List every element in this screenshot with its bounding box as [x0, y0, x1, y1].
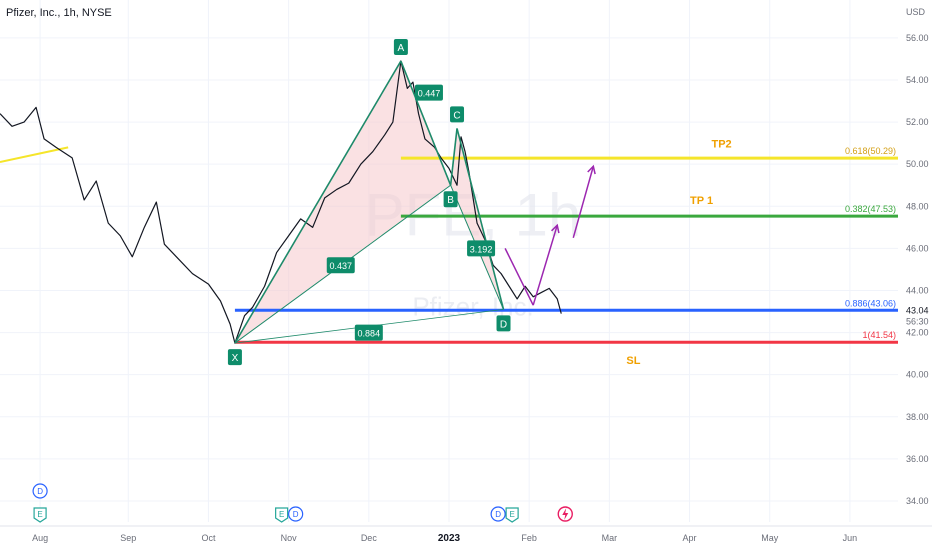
ratio-badge	[354, 324, 383, 341]
dividend-icon[interactable]	[288, 506, 304, 522]
ratio-label: 3.192	[470, 244, 493, 254]
event-letter: E	[37, 510, 42, 519]
pattern-triangle-bcd	[450, 128, 504, 310]
ratio-badge	[414, 84, 443, 101]
current-price-label: 43.04	[906, 306, 929, 316]
event-letter: E	[509, 510, 514, 519]
x-tick-label: Nov	[281, 533, 298, 543]
event-letter: D	[495, 510, 501, 519]
pattern-point-badge[interactable]	[227, 349, 242, 366]
level-label: 0.382(47.53)	[845, 204, 896, 214]
event-letter: D	[37, 487, 43, 496]
level-name: TP2	[712, 138, 732, 150]
x-tick-label: Aug	[32, 533, 48, 543]
x-tick-label: 2023	[438, 533, 461, 544]
pattern-leg-xa[interactable]	[234, 60, 402, 344]
y-tick-label: 48.00	[906, 201, 929, 211]
level-name: SL	[626, 355, 640, 367]
x-tick-label: Feb	[521, 533, 537, 543]
earnings-icon[interactable]	[33, 507, 47, 523]
x-tick-label: Sep	[120, 533, 136, 543]
y-tick-label: 50.00	[906, 159, 929, 169]
pattern-leg-cd[interactable]	[456, 128, 505, 310]
currency-label: USD	[906, 7, 926, 17]
dividend-icon[interactable]	[490, 506, 506, 522]
pattern-point-label: A	[398, 43, 405, 54]
y-tick-label: 38.00	[906, 412, 929, 422]
event-letter: E	[279, 510, 284, 519]
x-tick-label: Mar	[602, 533, 618, 543]
ratio-label: 0.447	[418, 89, 441, 99]
earnings-icon[interactable]	[275, 507, 289, 523]
flash-glyph	[562, 508, 569, 520]
pattern-point-badge[interactable]	[393, 39, 408, 56]
y-tick-label: 42.00	[906, 328, 929, 338]
projection-arrow[interactable]	[572, 166, 595, 239]
pattern-triangle-xab	[234, 61, 451, 344]
arrow-head	[587, 164, 596, 175]
projection-arrow[interactable]	[504, 248, 534, 306]
y-tick-label: 46.00	[906, 243, 929, 253]
y-tick-label: 34.00	[906, 496, 929, 506]
x-tick-label: Apr	[683, 533, 697, 543]
pattern-point-badge[interactable]	[450, 106, 465, 123]
y-tick-label: 54.00	[906, 75, 929, 85]
level-label: 1(41.54)	[862, 330, 896, 340]
watermark-company: Pfizer, Inc.	[412, 292, 533, 322]
pattern-point-label: D	[500, 319, 507, 330]
y-tick-label: 56.00	[906, 33, 929, 43]
projection-arrow[interactable]	[532, 225, 558, 306]
symbol-title[interactable]: Pfizer, Inc., 1h, NYSE	[6, 7, 112, 19]
ratio-label: 0.884	[358, 329, 381, 339]
arrow-head	[551, 223, 560, 234]
bar-countdown: 56:30	[906, 317, 929, 327]
ratio-label: 0.437	[329, 261, 352, 271]
level-name: TP 1	[690, 195, 713, 207]
level-label: 0.618(50.29)	[845, 146, 896, 156]
pattern-point-label: C	[453, 110, 460, 121]
y-tick-label: 52.00	[906, 117, 929, 127]
pattern-point-label: B	[447, 195, 454, 206]
pattern-point-badge[interactable]	[443, 191, 458, 208]
pattern-point-label: X	[232, 353, 239, 364]
y-tick-label: 36.00	[906, 454, 929, 464]
ratio-badge	[467, 240, 496, 257]
trendline[interactable]	[0, 146, 69, 164]
earnings-icon[interactable]	[505, 507, 519, 523]
dividend-icon[interactable]	[32, 483, 48, 499]
x-tick-label: Dec	[361, 533, 378, 543]
x-tick-label: Oct	[201, 533, 216, 543]
ratio-badge	[326, 257, 355, 274]
event-letter: D	[293, 510, 299, 519]
pattern-leg-ab[interactable]	[400, 60, 452, 186]
pattern-leg-bc[interactable]	[449, 128, 458, 186]
level-label: 0.886(43.06)	[845, 298, 896, 308]
x-tick-label: Jun	[843, 533, 858, 543]
x-tick-label: May	[761, 533, 779, 543]
pattern-point-badge[interactable]	[496, 315, 511, 332]
y-tick-label: 40.00	[906, 370, 929, 380]
y-tick-label: 44.00	[906, 285, 929, 295]
